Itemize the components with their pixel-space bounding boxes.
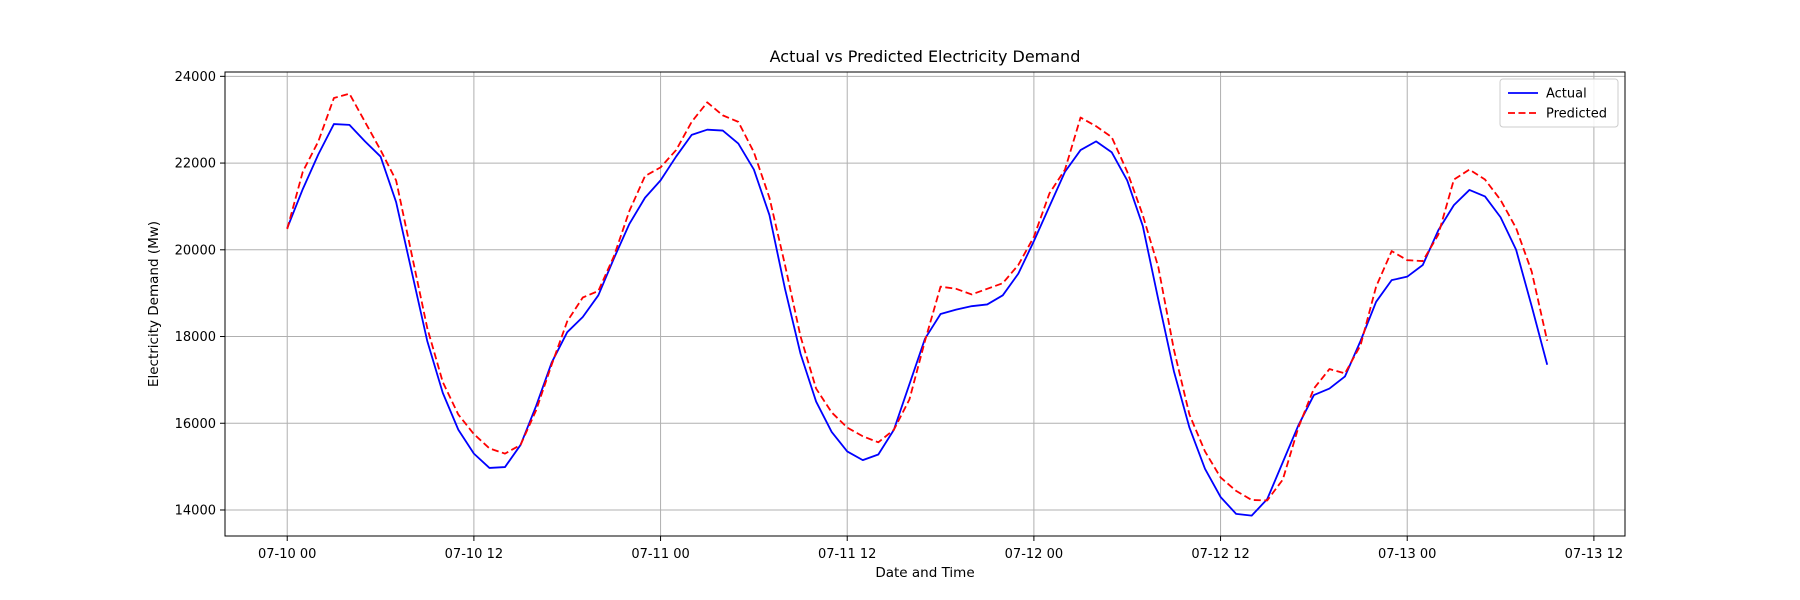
x-tick-label: 07-12 12 — [1191, 547, 1249, 562]
series-line-predicted — [286, 92, 1549, 502]
legend-label-actual: Actual — [1546, 87, 1587, 102]
chart-title: Actual vs Predicted Electricity Demand — [770, 47, 1081, 66]
legend-label-predicted: Predicted — [1546, 107, 1607, 122]
x-axis-label: Date and Time — [875, 565, 974, 581]
series-layer — [286, 92, 1549, 517]
x-tick-label: 07-11 00 — [631, 547, 689, 562]
x-tick-label: 07-13 00 — [1378, 547, 1436, 562]
axes-frame — [224, 71, 1626, 537]
x-tick-label: 07-13 12 — [1565, 547, 1623, 562]
x-tick-label: 07-10 00 — [258, 547, 316, 562]
y-tick-label: 16000 — [175, 417, 216, 432]
x-tick-label: 07-12 00 — [1005, 547, 1063, 562]
y-axis-label: Electricity Demand (Mw) — [146, 221, 162, 387]
y-tick-label: 14000 — [175, 503, 216, 518]
y-tick-label: 20000 — [175, 243, 216, 258]
y-tick-label: 22000 — [175, 157, 216, 172]
ticks: 07-10 00 07-10 12 07-11 00 07-11 12 07-12 00… — [175, 70, 1623, 562]
x-tick-label: 07-10 12 — [445, 547, 503, 562]
y-tick-label: 24000 — [175, 70, 216, 85]
y-tick-label: 18000 — [175, 330, 216, 345]
legend-box — [1499, 78, 1619, 128]
grid — [225, 72, 1625, 536]
x-tick-label: 07-11 12 — [818, 547, 876, 562]
series-line-actual — [286, 123, 1549, 517]
legend: Actual Predicted — [1499, 78, 1619, 128]
